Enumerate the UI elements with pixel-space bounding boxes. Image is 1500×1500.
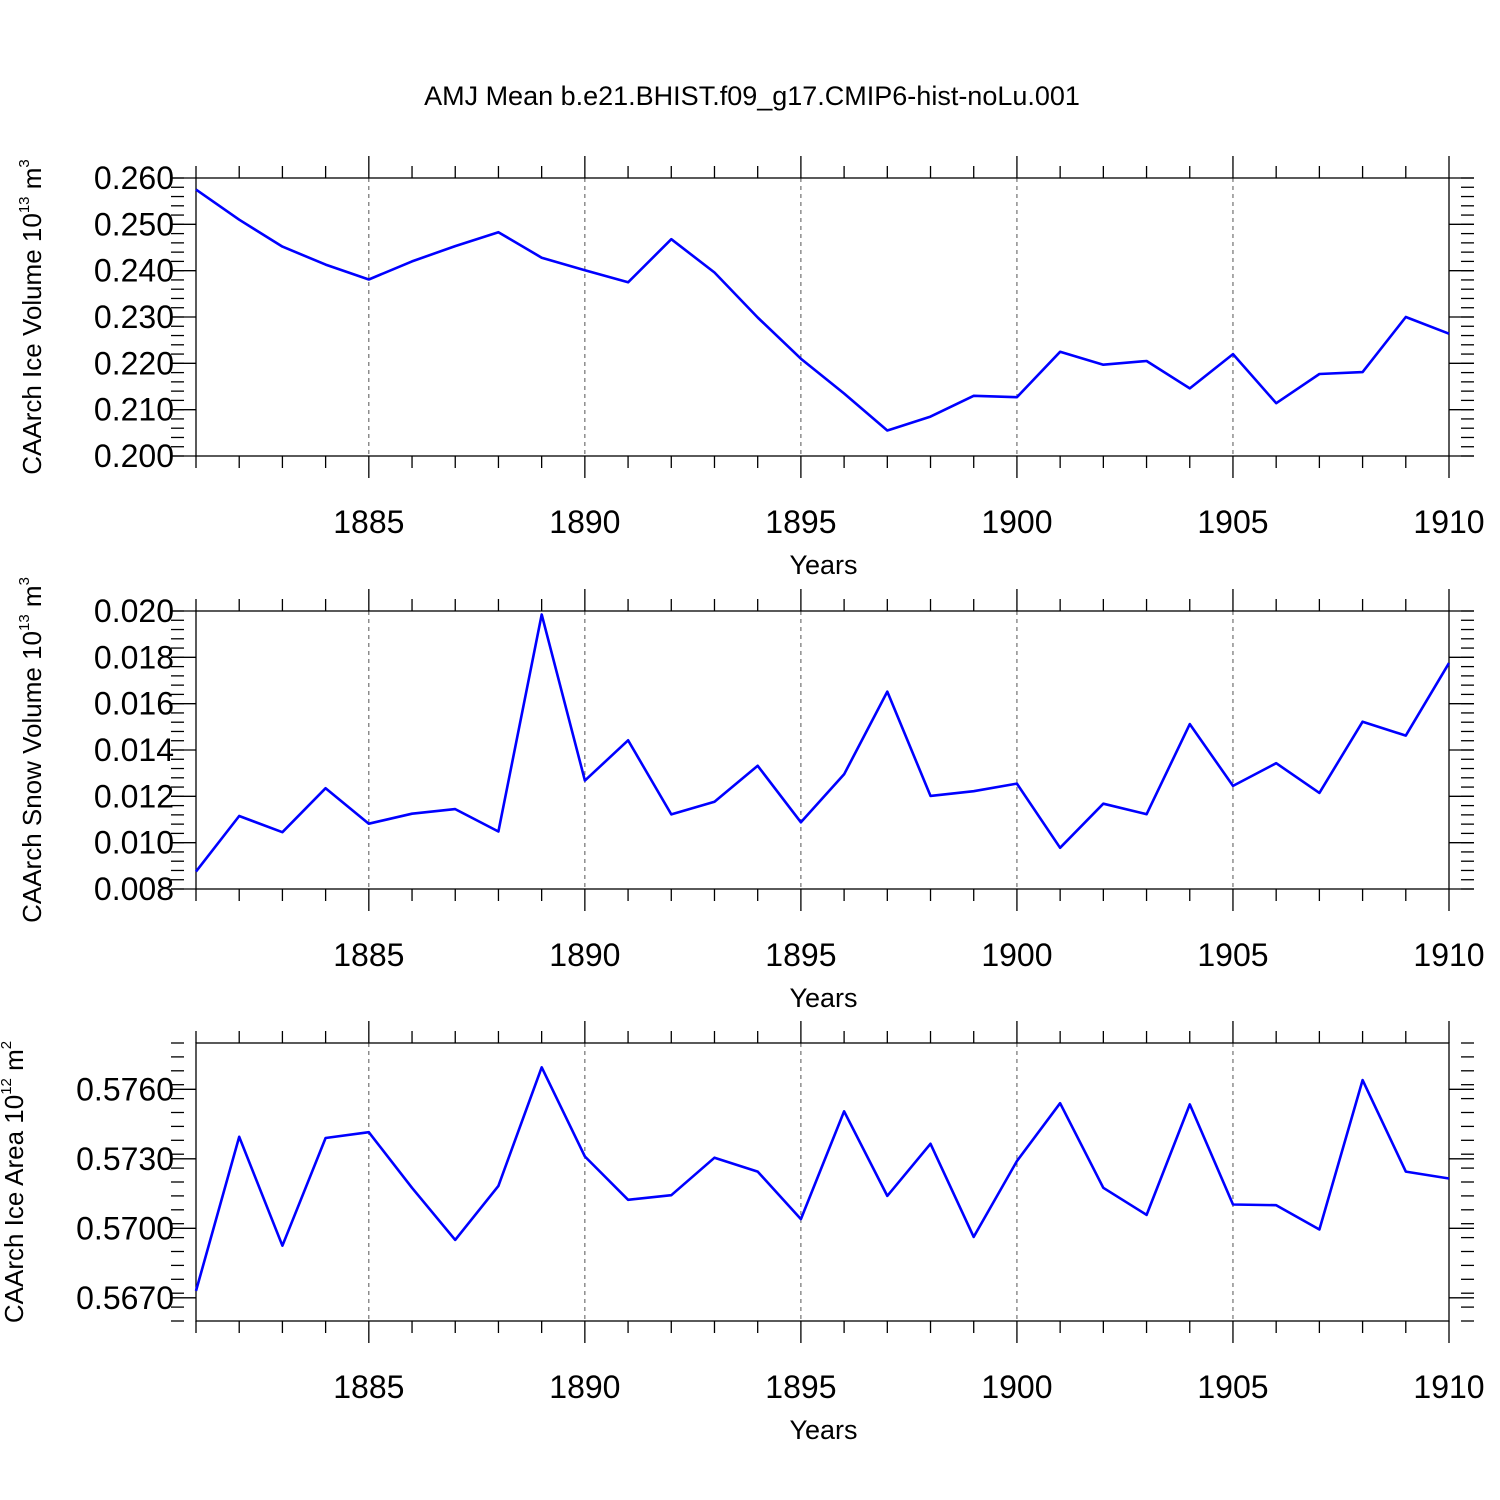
y-tick-label: 0.260 bbox=[94, 160, 174, 196]
x-tick-label: 1895 bbox=[765, 937, 836, 973]
y-tick-label: 0.5700 bbox=[76, 1210, 174, 1246]
y-axis-label: CAArch Ice Volume 1013 m3 bbox=[16, 159, 47, 475]
y-tick-label: 0.230 bbox=[94, 299, 174, 335]
chart-panel-1: 1885 1890 1895 1900 1905 1910 Years 0.200 0.210 0… bbox=[16, 156, 1485, 580]
y-tick-label: 0.200 bbox=[94, 438, 174, 474]
x-tick-label: 1910 bbox=[1413, 1369, 1484, 1405]
x-tick-label: 1885 bbox=[333, 504, 404, 540]
chart-title: AMJ Mean b.e21.BHIST.f09_g17.CMIP6-hist-… bbox=[424, 81, 1080, 111]
x-axis-label: Years bbox=[789, 1415, 857, 1445]
y-tick-label: 0.5670 bbox=[76, 1280, 174, 1316]
series-line bbox=[194, 613, 1451, 873]
x-tick-label: 1885 bbox=[333, 937, 404, 973]
y-tick-label: 0.250 bbox=[94, 206, 174, 242]
y-axis-label: CAArch Ice Area 1012 m2 bbox=[0, 1041, 29, 1323]
x-tick-label: 1900 bbox=[981, 1369, 1052, 1405]
x-tick-label: 1900 bbox=[981, 937, 1052, 973]
y-tick-label: 0.5730 bbox=[76, 1141, 174, 1177]
series-line bbox=[195, 188, 1450, 432]
x-axis-label: Years bbox=[789, 983, 857, 1013]
x-tick-label: 1890 bbox=[549, 937, 620, 973]
x-tick-label: 1910 bbox=[1413, 937, 1484, 973]
y-tick-label: 0.210 bbox=[94, 392, 174, 428]
x-tick-label: 1900 bbox=[981, 504, 1052, 540]
y-tick-label: 0.020 bbox=[94, 593, 174, 629]
x-tick-label: 1905 bbox=[1197, 1369, 1268, 1405]
series-line bbox=[194, 1066, 1450, 1292]
y-tick-label: 0.008 bbox=[94, 871, 174, 907]
x-tick-label: 1905 bbox=[1197, 504, 1268, 540]
y-tick-label: 0.220 bbox=[94, 345, 174, 381]
y-tick-label: 0.018 bbox=[94, 639, 174, 675]
y-tick-label: 0.014 bbox=[94, 732, 174, 768]
y-tick-label: 0.240 bbox=[94, 253, 174, 289]
y-tick-label: 0.5760 bbox=[76, 1071, 174, 1107]
chart-panel-2: 1885 1890 1895 1900 1905 1910 Years 0.008 0.010 0… bbox=[16, 577, 1485, 1013]
y-tick-label: 0.016 bbox=[94, 686, 174, 722]
y-axis-label: CAArch Snow Volume 1013 m3 bbox=[16, 577, 47, 923]
y-tick-label: 0.010 bbox=[94, 825, 174, 861]
x-tick-label: 1895 bbox=[765, 1369, 836, 1405]
x-tick-label: 1890 bbox=[549, 504, 620, 540]
x-tick-label: 1905 bbox=[1197, 937, 1268, 973]
x-tick-label: 1890 bbox=[549, 1369, 620, 1405]
chart-panel-3: 1885 1890 1895 1900 1905 1910 Years 0.5670 0.570… bbox=[0, 1021, 1485, 1445]
plot-frame bbox=[195, 1042, 1450, 1322]
x-axis-label: Years bbox=[789, 550, 857, 580]
x-tick-label: 1895 bbox=[765, 504, 836, 540]
x-tick-label: 1910 bbox=[1413, 504, 1484, 540]
plot-frame bbox=[195, 610, 1450, 890]
x-tick-label: 1885 bbox=[333, 1369, 404, 1405]
y-tick-label: 0.012 bbox=[94, 778, 174, 814]
plot-frame bbox=[195, 177, 1450, 457]
